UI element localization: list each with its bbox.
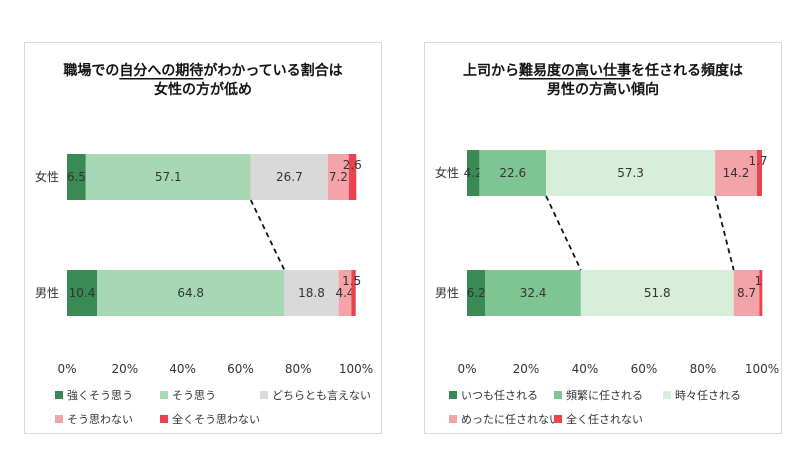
left-chart-bar-1-seg-5: [348, 154, 357, 200]
left-chart-legend-label-4: そう思わない: [67, 413, 133, 426]
right-chart-bar-2-seg-5: [759, 270, 763, 316]
left-chart-bar-1-seg-4: [327, 154, 349, 200]
left-chart-legend-label-5: 全くそう思わない: [172, 412, 260, 426]
left-chart-bar-1-seg-1: [67, 154, 86, 200]
chart-panel-left: 職場での自分への期待がわかっている割合は 女性の方が低め女性 6.5 57.1 26.7…: [24, 42, 382, 434]
left-chart-value-label-2-3: 18.8: [298, 286, 325, 300]
left-chart-value-label-1-3: 26.7: [276, 170, 303, 184]
chart-panel-right: 上司から難易度の高い仕事を任される頻度は 男性の方高い傾向女性 4.2 22.6 57.…: [424, 42, 782, 434]
right-chart-legend-label-2: 頻繁に任される: [566, 388, 643, 402]
right-chart-bar-1-seg-3: [546, 150, 716, 196]
right-chart-title-line-1: 上司から難易度の高い仕事を任される頻度は: [463, 62, 743, 79]
left-chart-title-line-1: 職場での自分への期待がわかっている割合は: [63, 62, 342, 79]
right-chart-legend-swatch-4: [449, 415, 457, 423]
right-chart-x-tick-4: 60%: [631, 362, 658, 376]
left-chart-legend-swatch-3: [260, 391, 268, 399]
right-chart-value-label-1-1: 4.2: [464, 166, 483, 180]
right-chart-legend-label-4: めったに任されない: [461, 413, 560, 426]
left-chart-legend-swatch-5: [160, 415, 168, 423]
left-chart-x-tick-3: 40%: [169, 362, 196, 376]
right-chart-legend-label-5: 全く任されない: [566, 412, 643, 426]
left-chart-category-label-1: 女性: [35, 169, 59, 184]
left-chart-bar-2-seg-2: [97, 270, 285, 316]
right-chart-bar-1-seg-5: [756, 150, 762, 196]
right-chart-bar-2-seg-1: [467, 270, 486, 316]
right-chart-value-label-1-2: 22.6: [499, 166, 526, 180]
left-chart-legend-label-3: どちらとも言えない: [272, 389, 371, 402]
left-chart-x-tick-5: 80%: [285, 362, 312, 376]
right-chart-x-tick-2: 20%: [513, 362, 540, 376]
right-chart-value-label-2-5: 1: [754, 274, 762, 288]
right-chart-x-tick-1: 0%: [457, 362, 476, 376]
right-chart-value-label-2-1: 6.2: [467, 286, 486, 300]
right-chart-legend-swatch-1: [449, 391, 457, 399]
left-chart-x-tick-1: 0%: [57, 362, 76, 376]
right-chart-legend-swatch-5: [554, 415, 562, 423]
right-chart-bar-2-seg-4: [733, 270, 760, 316]
right-chart-bar-2-seg-3: [580, 270, 734, 316]
left-chart-bar-1-seg-2: [85, 154, 251, 200]
right-chart-legend-label-3: 時々任される: [675, 389, 741, 402]
left-chart-value-label-1-2: 57.1: [155, 170, 182, 184]
right-chart-bar-1-seg-2: [479, 150, 547, 196]
right-chart-value-label-1-3: 57.3: [617, 166, 644, 180]
left-chart-value-label-2-2: 64.8: [177, 286, 204, 300]
right-chart-value-label-1-5: 1.7: [748, 154, 767, 168]
right-chart-connector-line-1: [545, 195, 582, 271]
right-chart-category-label-1: 女性: [435, 165, 459, 180]
right-chart-value-label-2-4: 8.7: [737, 286, 756, 300]
right-chart-title-underline: [518, 78, 631, 80]
right-chart-title-line-2: 男性の方高い傾向: [547, 81, 659, 98]
left-chart-value-label-1-1: 6.5: [67, 170, 86, 184]
left-chart-x-tick-4: 60%: [227, 362, 254, 376]
right-chart-legend-swatch-2: [554, 391, 562, 399]
right-chart-legend-swatch-3: [663, 391, 671, 399]
right-chart-value-label-1-4: 14.2: [723, 166, 750, 180]
left-chart-value-label-2-4: 4.4: [335, 286, 354, 300]
right-chart-bar-1-seg-4: [715, 150, 757, 196]
right-chart-connector-line-2: [714, 195, 735, 271]
left-chart-bar-2-seg-4: [338, 270, 352, 316]
left-chart-legend-label-2: そう思う: [172, 389, 216, 402]
left-chart-legend-swatch-1: [55, 391, 63, 399]
right-chart-category-label-2: 男性: [435, 286, 459, 300]
right-chart-value-label-2-3: 51.8: [644, 286, 671, 300]
left-chart-value-label-2-1: 10.4: [69, 286, 96, 300]
right-chart-x-tick-6: 100%: [745, 362, 779, 376]
left-chart-bar-2-seg-3: [284, 270, 339, 316]
left-chart-x-tick-2: 20%: [111, 362, 138, 376]
left-chart-legend-label-1: 強くそう思う: [67, 389, 133, 402]
left-chart-legend-swatch-4: [55, 415, 63, 423]
right-chart-x-tick-3: 40%: [572, 362, 599, 376]
left-chart-value-label-1-5: 2.6: [343, 158, 362, 172]
left-chart-x-tick-6: 100%: [339, 362, 373, 376]
right-chart-value-label-2-2: 32.4: [520, 286, 547, 300]
left-chart-legend-swatch-2: [160, 391, 168, 399]
left-chart-bar-2-seg-5: [351, 270, 356, 316]
right-chart-legend-label-1: いつも任される: [461, 389, 538, 402]
left-chart-value-label-2-5: 1.5: [342, 274, 361, 288]
right-chart-x-tick-5: 80%: [690, 362, 717, 376]
right-chart-bar-1-seg-1: [467, 150, 480, 196]
left-chart-connector-line-1: [249, 199, 286, 271]
left-chart-title-line-2: 女性の方が低め: [154, 81, 252, 98]
left-chart-title-underline: [119, 78, 204, 80]
left-chart-bar-1-seg-3: [250, 154, 328, 200]
right-chart-bar-2-seg-2: [485, 270, 581, 316]
left-chart-category-label-2: 男性: [35, 286, 59, 300]
left-chart-value-label-1-4: 7.2: [329, 170, 348, 184]
left-chart-bar-2-seg-1: [67, 270, 98, 316]
